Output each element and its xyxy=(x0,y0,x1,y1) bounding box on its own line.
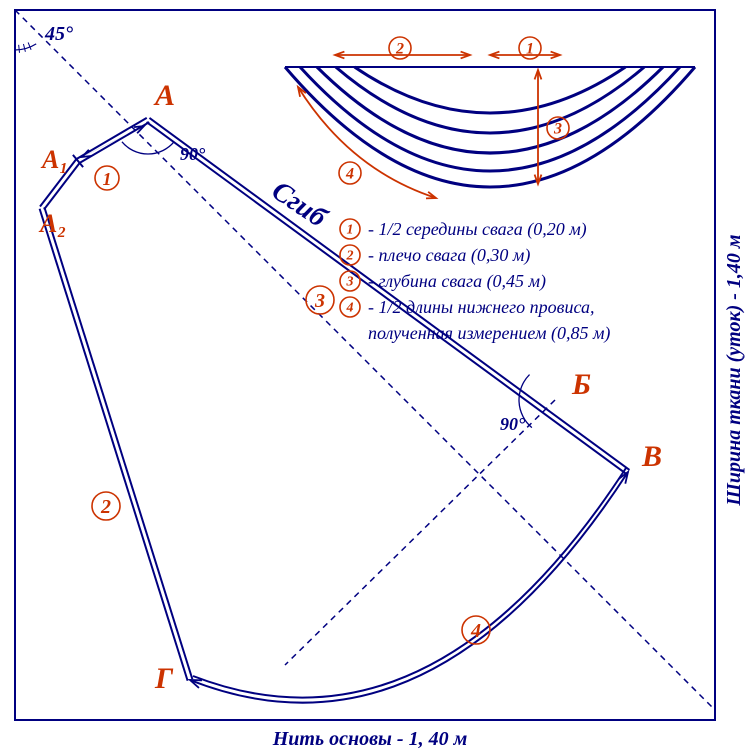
point-label: Г xyxy=(154,662,174,695)
svg-text:2: 2 xyxy=(100,496,111,518)
point-label: А₁ xyxy=(40,145,68,174)
axis-bottom: Нить основы - 1, 40 м xyxy=(272,728,468,750)
point-label: А xyxy=(153,79,175,112)
svg-text:3: 3 xyxy=(314,290,325,312)
point-label: А₂ xyxy=(38,209,66,238)
svg-text:90°: 90° xyxy=(500,414,526,434)
svg-text:45°: 45° xyxy=(44,23,73,45)
svg-text:1: 1 xyxy=(526,41,534,58)
svg-text:4: 4 xyxy=(470,620,481,642)
legend-text: - плечо свага (0,30 м) xyxy=(368,245,530,266)
svg-text:90°: 90° xyxy=(180,144,206,164)
legend-text: - 1/2 середины свага (0,20 м) xyxy=(368,219,587,240)
legend-text: - глубина свага (0,45 м) xyxy=(368,271,546,292)
axis-right: Ширина ткани (уток) - 1,40 м xyxy=(723,234,745,507)
point-label: Б xyxy=(571,368,591,401)
svg-text:1: 1 xyxy=(103,169,112,189)
svg-text:4: 4 xyxy=(345,166,354,183)
svg-text:1: 1 xyxy=(347,223,354,238)
point-label: В xyxy=(641,440,662,473)
svg-text:4: 4 xyxy=(346,301,354,316)
svg-text:полученная измерением (0,85 м): полученная измерением (0,85 м) xyxy=(368,323,610,344)
svg-text:3: 3 xyxy=(346,275,354,290)
svg-text:3: 3 xyxy=(553,121,562,138)
svg-text:2: 2 xyxy=(346,249,354,264)
legend-text: - 1/2 длины нижнего провиса, xyxy=(368,297,595,317)
svg-text:2: 2 xyxy=(395,41,404,58)
